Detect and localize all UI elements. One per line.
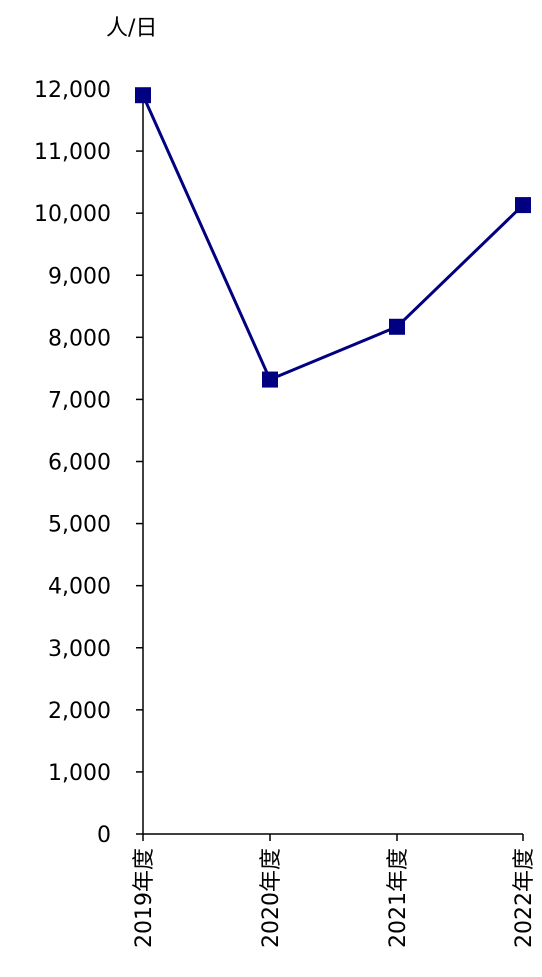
y-tick-label: 5,000 — [48, 513, 111, 538]
x-axis: 2019年度 2020年度 2021年度 2022年度 — [132, 833, 537, 948]
y-tick-label: 0 — [97, 823, 111, 848]
y-tick-label: 10,000 — [34, 202, 111, 227]
y-tick-label: 1,000 — [48, 761, 111, 786]
data-point-marker — [389, 318, 405, 335]
data-point-marker — [135, 87, 151, 104]
y-tick-label: 12,000 — [34, 78, 111, 103]
x-category-label: 2022年度 — [512, 848, 537, 948]
x-category-label: 2019年度 — [132, 848, 157, 948]
y-tick-label: 9,000 — [48, 264, 111, 289]
y-axis-unit-label: 人/日 — [106, 16, 157, 41]
x-category-label: 2021年度 — [386, 848, 411, 948]
y-tick-label: 4,000 — [48, 575, 111, 600]
y-tick-label: 6,000 — [48, 451, 111, 476]
series-line — [141, 94, 525, 382]
y-tick-label: 2,000 — [48, 699, 111, 724]
y-axis: 0 1,000 2,000 3,000 4,000 5,000 6,000 7,000 8,00… — [34, 78, 144, 848]
y-tick-label: 8,000 — [48, 326, 111, 351]
y-tick-label: 11,000 — [34, 140, 111, 165]
x-category-label: 2020年度 — [259, 848, 284, 948]
data-point-marker — [515, 197, 531, 214]
series-layer — [135, 87, 531, 388]
data-point-marker — [262, 371, 278, 388]
y-tick-label: 3,000 — [48, 637, 111, 662]
y-tick-label: 7,000 — [48, 388, 111, 413]
